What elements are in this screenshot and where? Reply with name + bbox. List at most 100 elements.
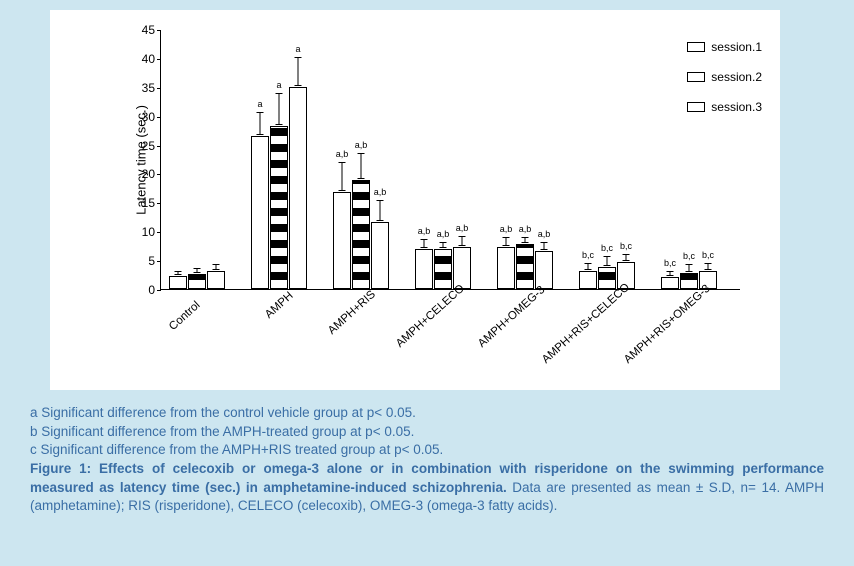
error-bar [361, 153, 362, 179]
figure-title: Figure 1: Effects of celecoxib or omega-… [30, 460, 824, 516]
error-bar [424, 239, 425, 248]
error-bar [342, 162, 343, 191]
bar: b,c [579, 271, 597, 289]
significance-label: a,b [538, 229, 551, 239]
legend-label: session.1 [711, 40, 762, 54]
legend-swatch [687, 42, 705, 52]
footnote-b: b Significant difference from the AMPH-t… [30, 423, 824, 442]
error-bar [298, 57, 299, 86]
significance-label: a [257, 99, 262, 109]
footnote-a: a Significant difference from the contro… [30, 404, 824, 423]
ytick-mark [157, 88, 161, 89]
ytick-mark [157, 59, 161, 60]
error-bar [462, 236, 463, 246]
error-bar [279, 93, 280, 125]
error-bar [607, 256, 608, 266]
bar: a,b [371, 222, 389, 289]
x-axis-label: AMPH+RIS+CELECO [540, 282, 632, 367]
legend-swatch [687, 102, 705, 112]
figure-caption: a Significant difference from the contro… [30, 404, 824, 516]
plot-area: Latency time (sec.) 051015202530354045Co… [160, 30, 740, 290]
significance-label: b,c [702, 250, 714, 260]
bar: a,b [434, 249, 452, 289]
x-axis-label: AMPH+OMEG-3 [476, 284, 547, 350]
error-bar [689, 264, 690, 272]
error-bar [260, 112, 261, 135]
ytick-mark [157, 203, 161, 204]
error-bar [216, 264, 217, 270]
significance-label: a,b [355, 140, 368, 150]
footnote-c: c Significant difference from the AMPH+R… [30, 441, 824, 460]
significance-label: a,b [418, 226, 431, 236]
x-axis-label: Control [167, 299, 203, 333]
ytick-label: 0 [121, 283, 155, 297]
significance-label: b,c [664, 258, 676, 268]
legend-swatch [687, 72, 705, 82]
error-bar [626, 254, 627, 262]
error-bar [544, 242, 545, 251]
ytick-label: 25 [121, 139, 155, 153]
error-bar [708, 263, 709, 269]
significance-label: a,b [437, 229, 450, 239]
bar: a,b [516, 244, 534, 289]
bar: a [270, 126, 288, 289]
x-axis-label: AMPH+RIS [326, 289, 378, 337]
x-axis-label: AMPH [263, 289, 296, 320]
bar: a [289, 87, 307, 289]
significance-label: a,b [374, 187, 387, 197]
legend-label: session.3 [711, 100, 762, 114]
ytick-mark [157, 232, 161, 233]
ytick-label: 5 [121, 254, 155, 268]
error-bar [197, 268, 198, 273]
bar: a,b [535, 251, 553, 289]
legend-label: session.2 [711, 70, 762, 84]
legend-item: session.2 [687, 70, 762, 84]
bar [169, 276, 187, 289]
significance-label: b,c [582, 250, 594, 260]
legend: session.1 session.2 session.3 [687, 40, 762, 130]
ytick-mark [157, 261, 161, 262]
error-bar [506, 237, 507, 246]
bar: a,b [352, 180, 370, 289]
bar: a,b [453, 247, 471, 289]
bar: a,b [497, 247, 515, 289]
significance-label: b,c [601, 243, 613, 253]
chart-panel: Latency time (sec.) 051015202530354045Co… [50, 10, 780, 390]
bar: a [251, 136, 269, 289]
x-axis-label: AMPH+CELECO [394, 282, 467, 349]
ytick-label: 40 [121, 52, 155, 66]
ytick-label: 35 [121, 81, 155, 95]
bar: b,c [661, 277, 679, 289]
error-bar [178, 271, 179, 275]
bar: b,c [598, 267, 616, 289]
ytick-mark [157, 174, 161, 175]
legend-item: session.3 [687, 100, 762, 114]
x-axis-label: AMPH+RIS+OMEG-3 [622, 283, 713, 366]
ytick-mark [157, 30, 161, 31]
significance-label: a,b [500, 224, 513, 234]
bar [207, 271, 225, 289]
significance-label: b,c [683, 251, 695, 261]
ytick-mark [157, 117, 161, 118]
significance-label: a,b [336, 149, 349, 159]
ytick-label: 45 [121, 23, 155, 37]
significance-label: b,c [620, 241, 632, 251]
ytick-label: 10 [121, 225, 155, 239]
ytick-mark [157, 146, 161, 147]
bar [188, 274, 206, 289]
bar: a,b [415, 249, 433, 289]
error-bar [380, 200, 381, 221]
significance-label: a [276, 80, 281, 90]
ytick-mark [157, 290, 161, 291]
error-bar [525, 237, 526, 243]
ytick-label: 30 [121, 110, 155, 124]
bar: a,b [333, 192, 351, 289]
significance-label: a,b [519, 224, 532, 234]
significance-label: a [295, 44, 300, 54]
error-bar [670, 271, 671, 276]
ytick-label: 20 [121, 167, 155, 181]
legend-item: session.1 [687, 40, 762, 54]
ytick-label: 15 [121, 196, 155, 210]
error-bar [588, 263, 589, 270]
significance-label: a,b [456, 223, 469, 233]
